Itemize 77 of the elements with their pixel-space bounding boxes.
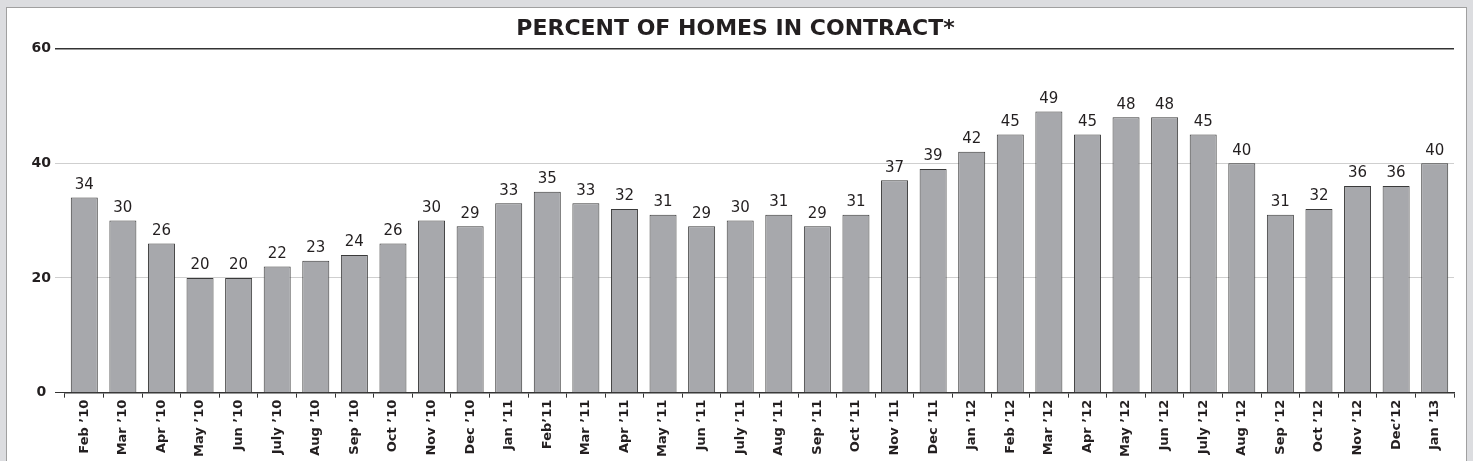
data-label: 23 (306, 238, 326, 257)
x-tick-label: Nov ’12 (1348, 399, 1364, 456)
x-tick-label: Apr ’11 (615, 399, 631, 454)
x-tick-label: Mar ’12 (1040, 399, 1056, 456)
x-tick-label: Jun ’12 (1156, 399, 1171, 452)
data-label: 20 (229, 255, 249, 274)
data-label: 32 (1309, 186, 1329, 205)
data-label: 32 (614, 186, 635, 205)
data-label: 45 (1077, 111, 1098, 130)
x-tick-label: Sep ’12 (1271, 399, 1287, 455)
x-tick-label: July ’12 (1194, 399, 1210, 456)
y-tick-label: 0 (36, 383, 47, 400)
data-label: 24 (344, 232, 364, 251)
data-label: 29 (460, 203, 480, 222)
data-label: 40 (1425, 140, 1445, 159)
data-label: 37 (884, 157, 905, 176)
data-label: 45 (1193, 111, 1213, 130)
x-tick-label: May ’11 (654, 399, 670, 458)
x-tick-label: Oct ’10 (384, 399, 400, 453)
data-label: 36 (1347, 163, 1368, 182)
x-tick-label: Jun ’10 (230, 399, 245, 452)
x-tick-label: Dec ’11 (924, 399, 940, 455)
chart-title: PERCENT OF HOMES IN CONTRACT* (516, 14, 956, 40)
data-label: 29 (692, 203, 712, 222)
data-label: 31 (653, 192, 673, 211)
data-label: 48 (1155, 94, 1175, 113)
x-tick-label: Dec ’10 (461, 399, 477, 455)
x-tick-label: Jun ’11 (693, 399, 708, 452)
x-tick-label: Dec’12 (1387, 399, 1403, 451)
y-tick-label: 40 (31, 153, 52, 170)
x-tick-label: Apr ’12 (1078, 399, 1094, 454)
data-label: 48 (1116, 94, 1136, 113)
x-tick-label: Jan ’11 (500, 399, 516, 452)
x-tick-label: Oct ’11 (847, 399, 863, 453)
x-tick-label: May ’10 (191, 399, 207, 458)
data-label: 34 (74, 174, 94, 193)
x-tick-label: May ’12 (1117, 399, 1133, 458)
x-tick-label: Mar ’10 (114, 399, 130, 456)
x-tick-label: Feb ’12 (1001, 399, 1017, 454)
data-label: 31 (769, 192, 789, 211)
data-label: 30 (113, 197, 133, 216)
y-tick-label: 60 (31, 39, 52, 56)
x-tick-label: Aug ’12 (1233, 399, 1249, 456)
data-label: 49 (1039, 88, 1059, 107)
x-tick-label: Feb’11 (538, 399, 554, 450)
x-tick-label: Nov ’11 (885, 399, 901, 456)
data-label: 36 (1386, 163, 1406, 182)
x-tick-label: Sep ’11 (808, 399, 824, 455)
data-label: 40 (1232, 140, 1252, 159)
data-label: 33 (576, 180, 596, 199)
data-label: 42 (962, 129, 982, 148)
data-label: 20 (190, 255, 210, 274)
x-tick-label: Mar ’11 (577, 399, 593, 456)
data-label: 45 (1000, 111, 1020, 130)
x-tick-label: July ’11 (731, 399, 747, 456)
data-label: 31 (1270, 192, 1290, 211)
x-tick-label: Jan ’13 (1426, 399, 1442, 452)
x-tick-label: Sep ’10 (345, 399, 361, 455)
x-tick-label: Aug ’11 (770, 399, 786, 456)
x-tick-label: Aug ’10 (307, 399, 323, 456)
data-label: 30 (730, 197, 750, 216)
data-label: 31 (846, 192, 866, 211)
data-label: 30 (421, 197, 442, 216)
x-tick-label: Oct ’12 (1310, 399, 1326, 453)
data-label: 26 (151, 220, 172, 239)
x-tick-label: July ’10 (268, 399, 284, 456)
data-label: 35 (537, 169, 557, 188)
x-tick-label: Nov ’10 (422, 399, 438, 456)
data-label: 26 (383, 220, 403, 239)
data-label: 33 (499, 180, 519, 199)
x-tick-label: Feb ’10 (75, 399, 91, 454)
y-tick-label: 20 (31, 268, 52, 285)
data-label: 22 (267, 243, 287, 262)
x-tick-label: Jan ’12 (963, 399, 979, 452)
data-label: 29 (807, 203, 827, 222)
data-label: 39 (923, 146, 943, 165)
x-tick-label: Apr ’10 (152, 399, 168, 454)
